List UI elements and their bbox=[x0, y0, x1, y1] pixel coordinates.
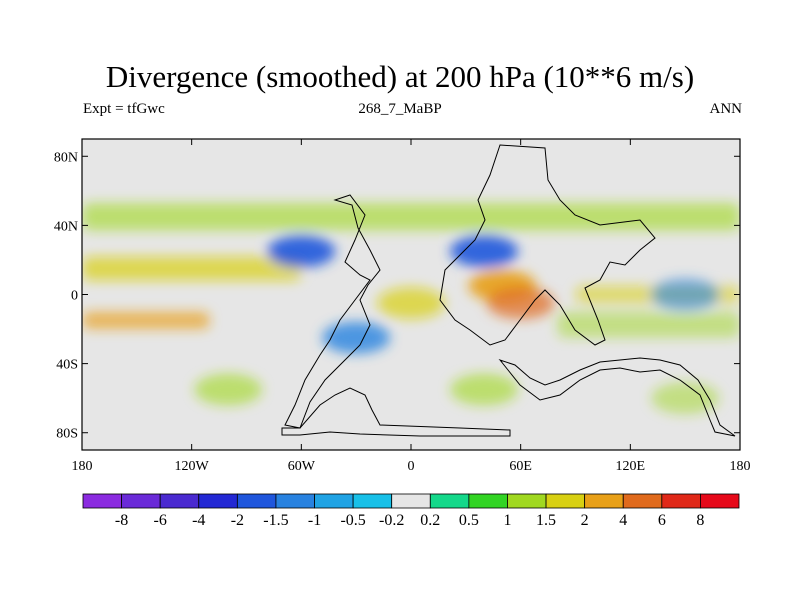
colorbar-label: -2 bbox=[231, 512, 244, 529]
axes: 180 120W 60W 0 60E 120E 180 80N 40N 0 40S 80S bbox=[54, 139, 751, 474]
colorbar-swatch bbox=[236, 493, 277, 509]
colorbar-swatch bbox=[391, 493, 431, 509]
divergence-blob-12 bbox=[194, 373, 263, 406]
colorbar-swatch bbox=[159, 493, 200, 509]
colorbar-label: -1 bbox=[308, 512, 321, 529]
coastline-americas bbox=[284, 194, 381, 429]
colorbar-swatch bbox=[661, 493, 701, 509]
colorbar-swatch bbox=[198, 493, 238, 509]
y-tick-label: 0 bbox=[71, 289, 78, 304]
colorbar-label: 0.2 bbox=[420, 512, 440, 529]
colorbar-label: 4 bbox=[619, 512, 627, 529]
colorbar-label: -4 bbox=[192, 512, 205, 529]
divergence-blob-9 bbox=[450, 235, 519, 268]
x-tick-label: 180 bbox=[730, 459, 751, 474]
colorbar-swatch bbox=[275, 493, 315, 509]
colorbar-label: -0.5 bbox=[340, 512, 365, 529]
divergence-band-1 bbox=[82, 256, 302, 281]
divergence-blob-11 bbox=[651, 278, 720, 311]
colorbar-swatch bbox=[314, 493, 354, 509]
divergence-blob-8 bbox=[267, 235, 336, 268]
colorbar-swatch bbox=[468, 493, 508, 509]
colorbar: -8 -6 -4 -2 -1.5 -1 -0.5 -0.2 0.2 0.5 1 1.5 2 4 6 8 bbox=[82, 493, 740, 529]
coastline-antarctic bbox=[281, 387, 511, 437]
y-tick-label: 40S bbox=[56, 358, 78, 373]
divergence-blob-14 bbox=[651, 382, 720, 415]
plot-area bbox=[81, 138, 741, 451]
x-tick-label: 0 bbox=[408, 459, 415, 474]
colorbar-swatch bbox=[622, 493, 663, 509]
colorbar-label: 1 bbox=[503, 512, 511, 529]
colorbar-swatch bbox=[429, 493, 470, 509]
divergence-blob-6 bbox=[486, 287, 555, 320]
season-label: ANN bbox=[709, 101, 743, 117]
continent-outlines bbox=[281, 144, 736, 437]
colorbar-label: 6 bbox=[658, 512, 666, 529]
colorbar-label: -6 bbox=[154, 512, 167, 529]
coastline-australia bbox=[498, 357, 736, 437]
divergence-band-3 bbox=[557, 311, 740, 338]
experiment-label: Expt = tfGwc bbox=[83, 101, 165, 117]
colorbar-label: 0.5 bbox=[459, 512, 479, 529]
colorbar-swatch bbox=[121, 493, 161, 509]
x-tick-label: 120E bbox=[616, 459, 646, 474]
colorbar-label: 1.5 bbox=[536, 512, 556, 529]
colorbar-label: 8 bbox=[696, 512, 704, 529]
chart-title: Divergence (smoothed) at 200 hPa (10**6 … bbox=[105, 59, 695, 94]
x-tick-label: 120W bbox=[175, 459, 210, 474]
case-label: 268_7_MaBP bbox=[358, 101, 442, 117]
divergence-band-0 bbox=[82, 202, 740, 231]
coastline-africa-eurasia bbox=[439, 144, 656, 346]
colorbar-swatch bbox=[352, 493, 393, 509]
y-tick-label: 40N bbox=[54, 219, 78, 234]
divergence-band-2 bbox=[82, 311, 210, 330]
divergence-blob-10 bbox=[322, 321, 391, 354]
divergence-blob-7 bbox=[377, 287, 445, 320]
divergence-blob-13 bbox=[450, 373, 519, 406]
y-tick-label: 80N bbox=[54, 150, 78, 165]
colorbar-label: 2 bbox=[581, 512, 589, 529]
colorbar-swatch bbox=[700, 493, 740, 509]
x-tick-label: 60E bbox=[509, 459, 532, 474]
y-tick-label: 80S bbox=[56, 427, 78, 442]
colorbar-swatch bbox=[82, 493, 122, 509]
colorbar-swatch bbox=[584, 493, 624, 509]
x-tick-label: 180 bbox=[72, 459, 93, 474]
colorbar-label: -8 bbox=[115, 512, 128, 529]
colorbar-label: -0.2 bbox=[379, 512, 404, 529]
colorbar-swatch bbox=[507, 493, 547, 509]
colorbar-label: -1.5 bbox=[263, 512, 288, 529]
x-tick-label: 60W bbox=[288, 459, 316, 474]
colorbar-swatch bbox=[545, 493, 586, 509]
